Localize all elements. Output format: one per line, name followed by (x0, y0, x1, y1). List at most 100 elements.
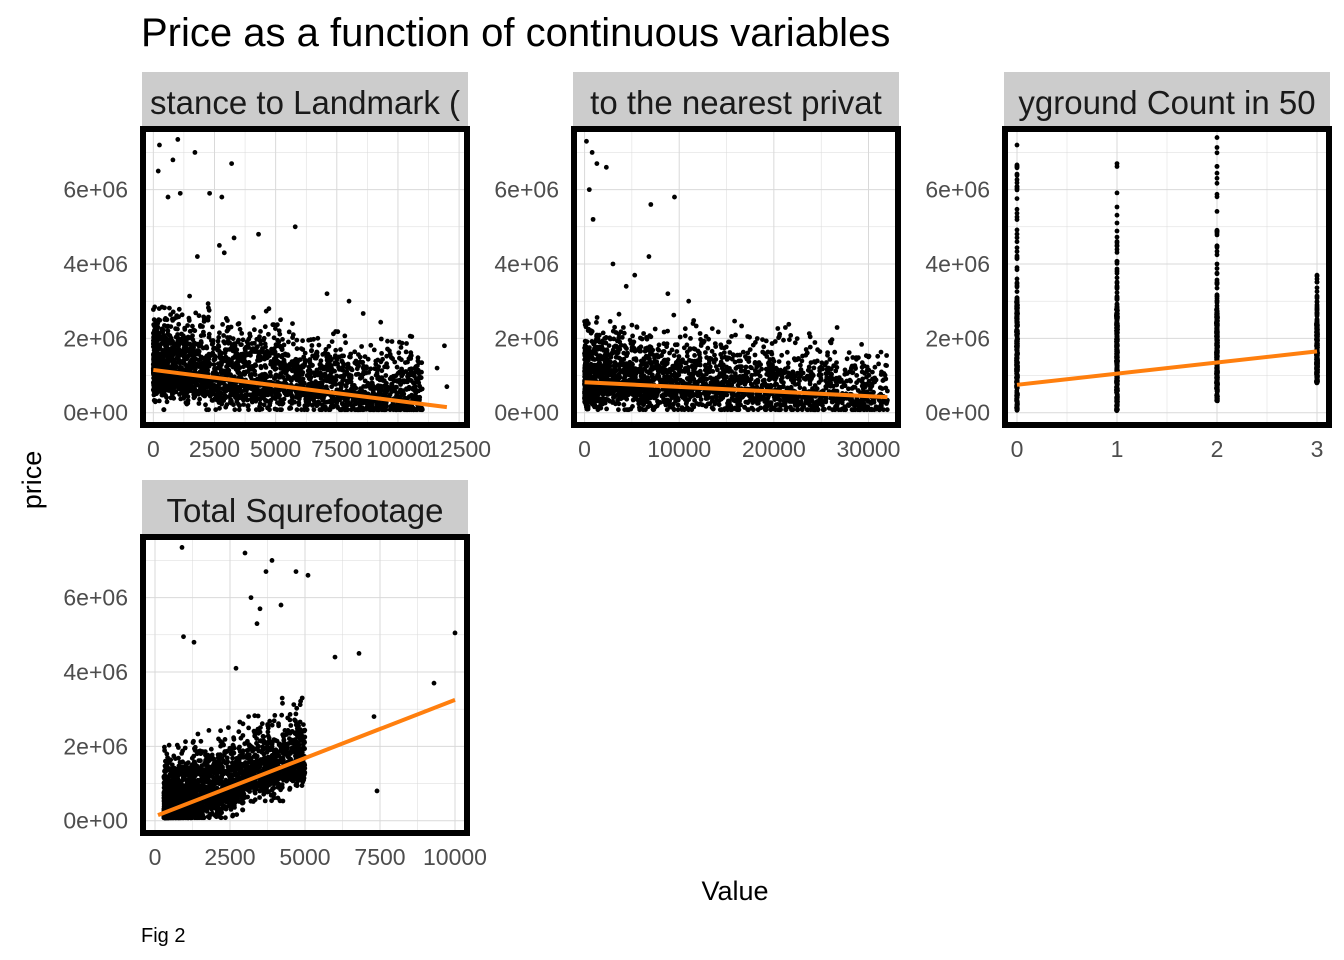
data-point (594, 374, 599, 379)
data-point (311, 407, 317, 413)
data-point (707, 401, 713, 407)
data-point (209, 397, 215, 403)
data-point (817, 349, 823, 354)
data-point (157, 364, 163, 369)
data-point (341, 353, 346, 359)
data-point (617, 339, 623, 345)
data-point (164, 399, 170, 405)
data-point (792, 402, 798, 408)
data-point (681, 406, 687, 412)
data-point (316, 342, 322, 348)
data-point (665, 328, 670, 334)
data-point (281, 367, 286, 372)
data-point (624, 346, 629, 351)
data-point (747, 347, 753, 352)
data-point (235, 358, 241, 364)
data-point (775, 326, 781, 331)
data-point (883, 385, 889, 391)
data-point (354, 366, 360, 372)
data-point (630, 333, 635, 339)
data-point (671, 407, 677, 413)
data-point (765, 395, 771, 401)
data-point (406, 394, 412, 400)
x-tick-label: 2500 (189, 436, 240, 462)
data-point (781, 337, 786, 343)
data-point (163, 335, 169, 341)
data-point (698, 397, 704, 402)
data-point (226, 368, 231, 374)
data-point (180, 377, 186, 383)
data-point (642, 393, 647, 398)
data-point (209, 341, 215, 347)
data-point (681, 345, 687, 351)
data-point (703, 392, 709, 398)
data-point (590, 401, 596, 407)
data-point (322, 350, 328, 356)
data-point (241, 402, 247, 407)
data-point (771, 358, 777, 364)
data-point (387, 376, 393, 382)
data-point (305, 402, 311, 408)
data-point (864, 407, 870, 413)
data-point (155, 168, 161, 174)
data-point (167, 384, 173, 390)
data-point (282, 377, 288, 383)
data-point (267, 370, 273, 375)
panel-points (582, 138, 890, 413)
data-point (209, 379, 215, 384)
data-point (344, 378, 350, 384)
data-point (170, 374, 176, 379)
data-point (279, 347, 285, 352)
data-point (779, 402, 785, 407)
data-point (749, 405, 755, 411)
data-point (615, 350, 621, 355)
data-point (715, 367, 720, 373)
data-point (594, 315, 600, 320)
data-point (599, 389, 605, 395)
data-point (189, 335, 195, 340)
data-point (807, 334, 813, 340)
data-point (616, 401, 622, 407)
data-point (175, 137, 181, 142)
data-point (151, 323, 157, 328)
data-point (171, 357, 177, 363)
data-point (636, 366, 642, 372)
data-point (197, 396, 203, 402)
data-point (826, 405, 832, 411)
data-point (646, 393, 652, 399)
data-point (195, 362, 200, 367)
data-point (876, 361, 881, 367)
data-point (769, 349, 774, 355)
data-point (697, 358, 703, 364)
data-point (617, 395, 622, 401)
data-point (824, 367, 830, 372)
data-point (312, 373, 318, 379)
data-point (777, 384, 782, 390)
data-point (602, 387, 608, 393)
data-point (333, 377, 339, 383)
data-point (282, 351, 288, 357)
data-point (210, 391, 215, 397)
data-point (671, 353, 677, 358)
data-point (300, 338, 305, 344)
data-point (156, 332, 162, 338)
data-point (279, 354, 285, 360)
data-point (394, 364, 400, 370)
data-point (591, 341, 597, 347)
data-point (682, 360, 688, 366)
data-point (875, 353, 881, 359)
data-point (306, 364, 312, 370)
data-point (242, 359, 248, 364)
data-point (883, 362, 889, 368)
data-point (275, 337, 281, 343)
data-point (305, 368, 311, 374)
data-point (368, 342, 374, 348)
data-point (216, 335, 222, 340)
data-point (712, 352, 717, 358)
data-point (704, 376, 710, 382)
data-point (394, 407, 400, 413)
data-point (412, 370, 418, 376)
data-point (396, 350, 402, 356)
data-point (334, 387, 340, 393)
data-point (646, 386, 652, 392)
